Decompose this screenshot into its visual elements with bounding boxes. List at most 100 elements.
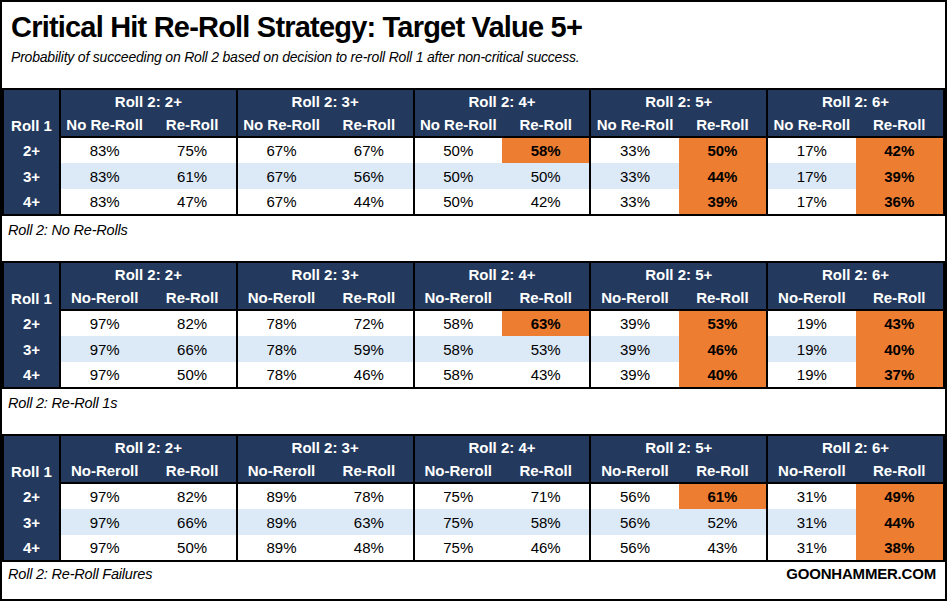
brand-text: GOONHAMMER.COM: [786, 565, 936, 582]
sub-header: Re-Roll: [679, 113, 767, 137]
table-caption: Roll 2: Re-Roll 1s: [2, 389, 945, 434]
sub-header: Re-Roll: [325, 459, 413, 483]
row-label: 2+: [3, 137, 60, 163]
group-header: Roll 2: 2+: [60, 435, 237, 459]
value-cell: 78%: [237, 336, 325, 362]
value-cell: 31%: [767, 535, 855, 561]
value-cell: 67%: [237, 137, 325, 163]
value-cell: 56%: [325, 163, 413, 189]
value-cell: 63%: [325, 509, 413, 535]
group-header: Roll 2: 4+: [414, 262, 591, 286]
value-cell: 67%: [237, 163, 325, 189]
sub-header: Re-Roll: [148, 113, 236, 137]
group-header: Roll 2: 5+: [590, 89, 767, 113]
row-header-label: Roll 1: [3, 262, 60, 310]
sub-header: No-Reroll: [767, 459, 855, 483]
sub-header: No-Reroll: [237, 286, 325, 310]
sub-header: No Re-Roll: [590, 113, 678, 137]
sub-header: No-Reroll: [414, 286, 502, 310]
value-cell: 56%: [590, 535, 678, 561]
group-header: Roll 2: 6+: [767, 435, 944, 459]
value-cell: 83%: [60, 163, 148, 189]
row-label: 2+: [3, 483, 60, 509]
value-cell: 31%: [767, 509, 855, 535]
value-cell: 53%: [502, 336, 590, 362]
sub-header: Re-Roll: [148, 286, 236, 310]
value-cell: 33%: [590, 137, 678, 163]
value-cell: 36%: [856, 189, 944, 215]
group-header: Roll 2: 4+: [414, 435, 591, 459]
sub-header: Re-Roll: [856, 286, 944, 310]
value-cell: 43%: [502, 362, 590, 388]
sub-header: No Re-Roll: [767, 113, 855, 137]
row-label: 4+: [3, 189, 60, 215]
subtitle: Probability of succeeding on Roll 2 base…: [11, 49, 935, 65]
value-cell: 19%: [767, 310, 855, 336]
value-cell: 56%: [590, 509, 678, 535]
row-label: 3+: [3, 163, 60, 189]
row-header-label: Roll 1: [3, 89, 60, 137]
value-cell: 56%: [590, 483, 678, 509]
row-label: 3+: [3, 509, 60, 535]
value-cell: 39%: [590, 362, 678, 388]
row-label: 4+: [3, 535, 60, 561]
sub-header: Re-Roll: [325, 286, 413, 310]
value-cell: 44%: [679, 163, 767, 189]
value-cell: 46%: [679, 336, 767, 362]
value-cell: 33%: [590, 163, 678, 189]
value-cell: 75%: [148, 137, 236, 163]
value-cell: 82%: [148, 483, 236, 509]
value-cell: 71%: [502, 483, 590, 509]
sub-header: Re-Roll: [148, 459, 236, 483]
row-header-label: Roll 1: [3, 435, 60, 483]
value-cell: 75%: [414, 483, 502, 509]
value-cell: 63%: [502, 310, 590, 336]
group-header: Roll 2: 3+: [237, 262, 414, 286]
value-cell: 40%: [679, 362, 767, 388]
value-cell: 97%: [60, 483, 148, 509]
value-cell: 58%: [414, 310, 502, 336]
group-header: Roll 2: 4+: [414, 89, 591, 113]
sub-header: Re-Roll: [502, 113, 590, 137]
sub-header: No-Reroll: [414, 459, 502, 483]
value-cell: 78%: [237, 362, 325, 388]
value-cell: 61%: [148, 163, 236, 189]
value-cell: 17%: [767, 189, 855, 215]
value-cell: 97%: [60, 509, 148, 535]
value-cell: 89%: [237, 535, 325, 561]
value-cell: 75%: [414, 535, 502, 561]
group-header: Roll 2: 3+: [237, 89, 414, 113]
probability-table-3: Roll 1Roll 2: 2+Roll 2: 3+Roll 2: 4+ Roll…: [2, 434, 945, 562]
sub-header: Re-Roll: [856, 113, 944, 137]
value-cell: 67%: [237, 189, 325, 215]
sub-header: No Re-Roll: [237, 113, 325, 137]
footer: Roll 2: Re-Roll Failures GOONHAMMER.COM: [2, 562, 945, 587]
value-cell: 44%: [856, 509, 944, 535]
value-cell: 46%: [502, 535, 590, 561]
value-cell: 39%: [590, 310, 678, 336]
value-cell: 42%: [856, 137, 944, 163]
group-header: Roll 2: 2+: [60, 262, 237, 286]
page-title: Critical Hit Re-Roll Strategy: Target Va…: [11, 11, 935, 44]
value-cell: 78%: [237, 310, 325, 336]
value-cell: 50%: [148, 362, 236, 388]
value-cell: 58%: [502, 509, 590, 535]
value-cell: 50%: [414, 163, 502, 189]
value-cell: 38%: [856, 535, 944, 561]
group-header: Roll 2: 3+: [237, 435, 414, 459]
value-cell: 82%: [148, 310, 236, 336]
sub-header: No-Reroll: [767, 286, 855, 310]
group-header: Roll 2: 2+: [60, 89, 237, 113]
value-cell: 58%: [414, 336, 502, 362]
value-cell: 42%: [502, 189, 590, 215]
value-cell: 50%: [148, 535, 236, 561]
value-cell: 83%: [60, 137, 148, 163]
value-cell: 53%: [679, 310, 767, 336]
value-cell: 40%: [856, 336, 944, 362]
value-cell: 97%: [60, 310, 148, 336]
value-cell: 66%: [148, 509, 236, 535]
value-cell: 19%: [767, 336, 855, 362]
value-cell: 39%: [590, 336, 678, 362]
value-cell: 52%: [679, 509, 767, 535]
value-cell: 50%: [679, 137, 767, 163]
